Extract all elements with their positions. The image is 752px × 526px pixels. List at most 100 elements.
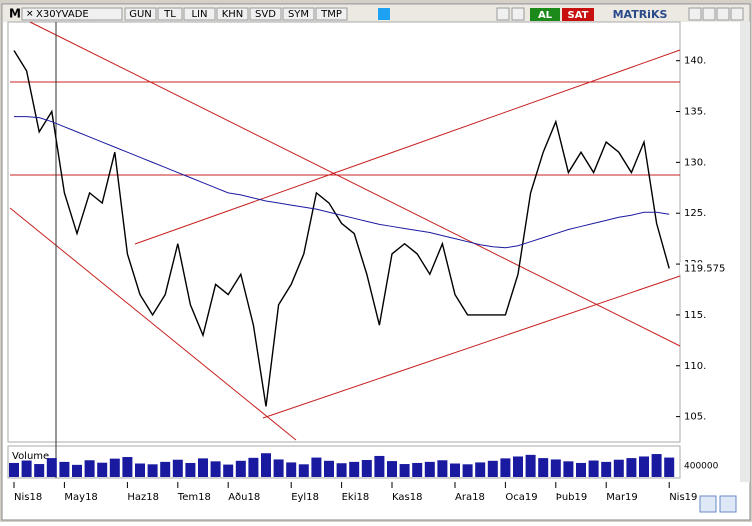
volume-bar xyxy=(412,462,423,477)
x-tick-label: Aðu18 xyxy=(228,492,260,503)
x-tick-label: Eki18 xyxy=(342,492,370,503)
buy-label: AL xyxy=(538,10,553,21)
volume-bar xyxy=(34,464,45,477)
close-button[interactable] xyxy=(730,7,744,21)
sell-label: SAT xyxy=(568,10,589,21)
volume-bar xyxy=(72,464,82,477)
volume-tick-label: 400000 xyxy=(684,462,719,472)
twitter-icon[interactable] xyxy=(378,8,390,20)
volume-bar xyxy=(613,459,624,477)
volume-bar xyxy=(500,458,511,477)
x-tick-label: Eyl18 xyxy=(291,492,319,503)
y-tick-label: 140. xyxy=(684,56,706,67)
volume-bar xyxy=(601,461,612,477)
volume-bar xyxy=(525,454,536,477)
volume-bar xyxy=(273,459,284,477)
x-tick-label: Þub19 xyxy=(556,492,587,503)
toolbar-button[interactable] xyxy=(157,7,183,21)
volume-bar xyxy=(235,460,246,477)
toolbar-button[interactable] xyxy=(282,7,315,21)
volume-bar xyxy=(97,462,108,477)
refresh-icon[interactable] xyxy=(511,7,525,21)
tool-icon[interactable] xyxy=(496,7,510,21)
symbol-box[interactable] xyxy=(21,7,123,21)
maximize-button[interactable] xyxy=(716,7,730,21)
volume-bar xyxy=(21,460,32,477)
minimize-button[interactable] xyxy=(688,7,702,21)
x-tick-label: May18 xyxy=(64,492,97,503)
toolbar-button[interactable] xyxy=(249,7,282,21)
volume-bar xyxy=(399,464,410,477)
x-tick-label: Tem18 xyxy=(177,492,211,503)
toolbar-button-label: SYM xyxy=(288,9,309,20)
toolbar-button-label: SVD xyxy=(255,9,276,20)
toolbar-button[interactable] xyxy=(183,7,216,21)
last-price-box xyxy=(680,262,736,275)
x-tick-label: Mar19 xyxy=(606,492,638,503)
volume-bar xyxy=(651,454,662,477)
y-tick-label: 125. xyxy=(684,208,706,219)
volume-bar xyxy=(387,461,397,477)
restore-button[interactable] xyxy=(702,7,716,21)
volume-bar xyxy=(588,460,599,477)
volume-bar xyxy=(223,464,234,477)
volume-bar xyxy=(349,461,360,477)
volume-bar xyxy=(210,461,221,477)
volume-bar xyxy=(135,463,145,477)
close-icon[interactable]: ✕ xyxy=(26,10,34,20)
price-line xyxy=(14,116,670,249)
trend-line xyxy=(134,49,681,245)
toolbar-button-label: GUN xyxy=(129,9,152,20)
toolbar-button[interactable] xyxy=(124,7,157,21)
sync-button[interactable] xyxy=(699,495,717,513)
x-tick-label: Oca19 xyxy=(505,492,537,503)
y-tick-label: 135. xyxy=(684,107,706,118)
volume-bar xyxy=(59,461,70,477)
settings-button[interactable] xyxy=(719,495,737,513)
menu-button[interactable]: M xyxy=(9,7,21,21)
x-tick-label: Nis18 xyxy=(14,492,42,503)
volume-bar xyxy=(450,463,460,477)
price-panel xyxy=(7,21,681,443)
volume-bar xyxy=(185,462,196,477)
volume-bar xyxy=(172,459,183,477)
toolbar-button-label: TL xyxy=(163,9,176,20)
volume-bar xyxy=(487,460,498,477)
volume-bar xyxy=(9,462,19,477)
trend-line xyxy=(262,275,681,419)
volume-bar xyxy=(626,458,637,477)
buy-button[interactable] xyxy=(530,8,560,21)
toolbar-button-label: LIN xyxy=(191,9,207,20)
volume-bar xyxy=(122,457,133,477)
symbol: X30YVADE xyxy=(36,9,89,20)
volume-bar xyxy=(324,460,334,477)
scrollbar[interactable] xyxy=(740,22,750,482)
x-tick-label: Ara18 xyxy=(455,492,485,503)
toolbar-button[interactable] xyxy=(315,7,348,21)
volume-bar xyxy=(538,458,549,477)
sell-button[interactable] xyxy=(562,8,594,21)
x-tick-label: Nis19 xyxy=(669,492,697,503)
brand: MATRiKS xyxy=(613,8,668,21)
volume-bar xyxy=(462,464,473,477)
volume-bar xyxy=(84,460,95,477)
volume-bar xyxy=(513,456,523,477)
volume-bar xyxy=(437,460,448,477)
trend-lines xyxy=(9,21,681,441)
price-line xyxy=(13,50,670,407)
x-tick-label: Haz18 xyxy=(127,492,159,503)
volume-bar xyxy=(286,462,297,477)
volume-label: Volume xyxy=(12,451,49,462)
toolbar-button-label: TMP xyxy=(320,9,342,20)
trend-line xyxy=(29,21,681,347)
x-tick-label: Kas18 xyxy=(392,492,422,503)
volume-bar xyxy=(475,462,486,477)
volume-bar xyxy=(261,453,271,477)
volume-bar xyxy=(563,461,574,477)
volume-bar xyxy=(664,457,675,477)
volume-bar xyxy=(248,457,259,477)
volume-bar xyxy=(550,459,561,477)
toolbar-button[interactable] xyxy=(216,7,249,21)
volume-bar xyxy=(361,459,372,477)
